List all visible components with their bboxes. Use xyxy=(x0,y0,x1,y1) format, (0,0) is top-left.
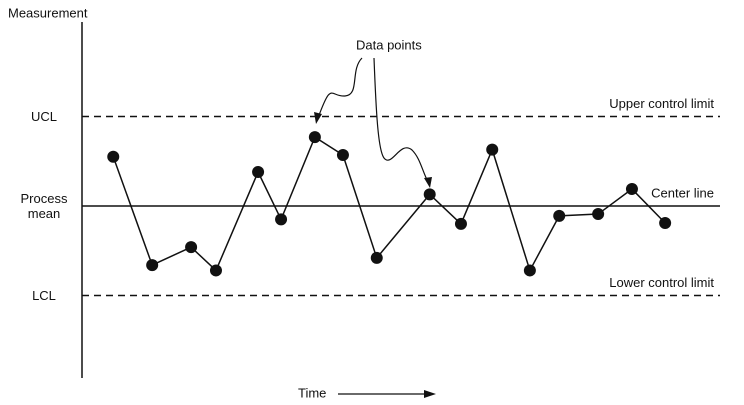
data-point xyxy=(625,182,638,195)
annotation-arrow xyxy=(373,57,429,183)
data-point xyxy=(185,241,198,254)
y-axis-label: Measurement xyxy=(8,5,88,20)
x-axis-label: Time xyxy=(298,385,326,400)
data-point xyxy=(423,188,436,201)
limit-label: Center line xyxy=(651,185,714,200)
data-point xyxy=(275,213,288,226)
data-point xyxy=(553,209,566,222)
annotation: Data points xyxy=(356,37,422,52)
data-point xyxy=(107,150,120,163)
data-point xyxy=(523,264,536,277)
data-point xyxy=(454,217,467,230)
data-point xyxy=(308,131,321,144)
limit-label: Lower control limit xyxy=(609,275,714,290)
annotation-arrow xyxy=(317,57,363,119)
y-tick-label: Process mean xyxy=(20,191,68,221)
data-point xyxy=(252,165,265,178)
data-point xyxy=(486,143,499,156)
time-arrowhead xyxy=(424,390,436,398)
y-tick-label: LCL xyxy=(32,288,56,303)
data-point xyxy=(336,148,349,161)
limit-label: Upper control limit xyxy=(609,96,714,111)
data-point xyxy=(209,264,222,277)
annotation-arrowhead xyxy=(424,177,432,188)
data-point xyxy=(592,208,605,221)
data-point xyxy=(659,217,672,230)
data-point xyxy=(146,259,159,272)
y-tick-label: UCL xyxy=(30,109,57,124)
annotation-arrowhead xyxy=(314,112,322,124)
data-point xyxy=(370,251,383,264)
